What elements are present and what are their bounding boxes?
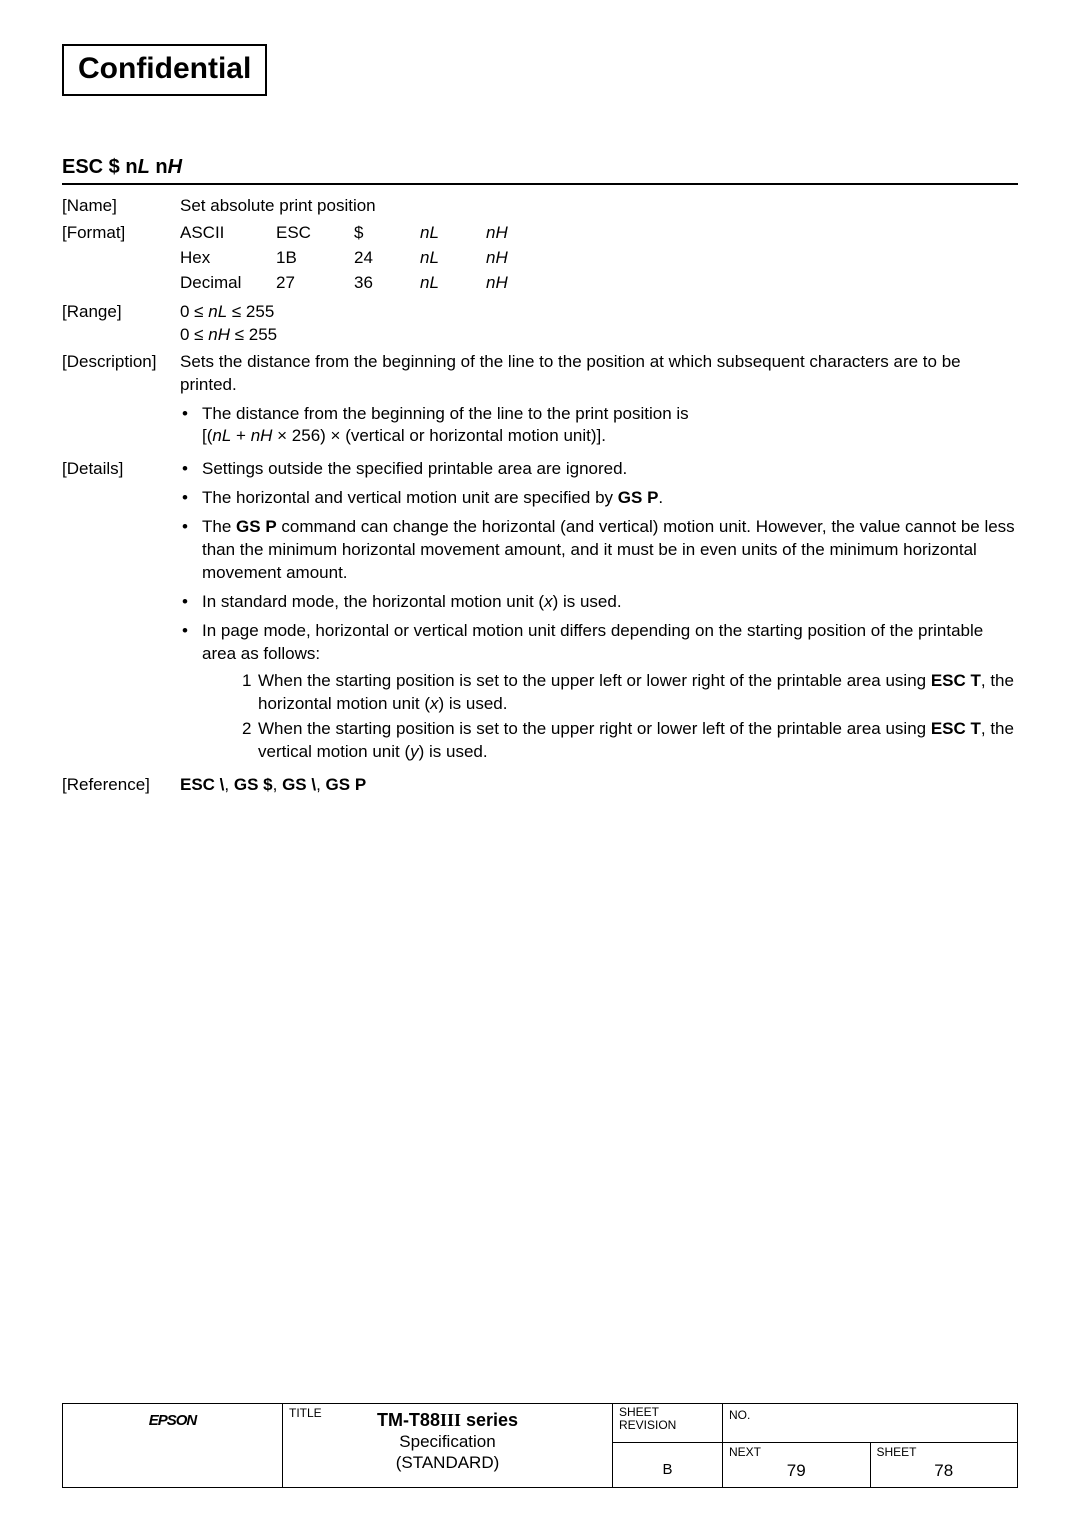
list-item: In standard mode, the horizontal motion … bbox=[180, 591, 1018, 614]
bullet-text: Settings outside the specified printable… bbox=[202, 459, 627, 478]
cell: $ bbox=[354, 222, 420, 247]
details-body: Settings outside the specified printable… bbox=[180, 458, 1018, 769]
cell: nL bbox=[420, 222, 486, 247]
title-l: L bbox=[138, 156, 150, 178]
footer-table: EPSON TITLE TM-T88III series Specificati… bbox=[62, 1403, 1018, 1488]
list-item: 2 When the starting position is set to t… bbox=[242, 718, 1018, 764]
row-details: [Details] Settings outside the specified… bbox=[62, 458, 1018, 769]
cell: nL bbox=[420, 272, 486, 297]
sheet-revision-label: SHEETREVISION bbox=[619, 1406, 716, 1432]
page: Confidential ESC $ nL nH [Name] Set abso… bbox=[0, 0, 1080, 1528]
sheet-revision-label-cell: SHEETREVISION bbox=[613, 1404, 723, 1443]
cell: 27 bbox=[276, 272, 354, 297]
title-mid: n bbox=[150, 156, 168, 178]
footer-title-cell: TITLE TM-T88III series Specification (ST… bbox=[283, 1404, 613, 1488]
item-number: 2 bbox=[242, 718, 258, 764]
no-cell: NO. bbox=[723, 1404, 1018, 1443]
list-item: The horizontal and vertical motion unit … bbox=[180, 487, 1018, 510]
footer-title-sub1: Specification bbox=[289, 1431, 606, 1452]
table-row: Decimal 27 36 nL nH bbox=[180, 272, 552, 297]
cell: Decimal bbox=[180, 272, 276, 297]
label-description: [Description] bbox=[62, 351, 180, 374]
cell: nH bbox=[486, 272, 552, 297]
cell: ASCII bbox=[180, 222, 276, 247]
sheet-cell: SHEET 78 bbox=[870, 1443, 1017, 1487]
title-label: TITLE bbox=[289, 1406, 322, 1420]
item-text: When the starting position is set to the… bbox=[258, 718, 1018, 764]
desc-formula: [(nL + nH × 256) × (vertical or horizont… bbox=[202, 425, 1018, 448]
sheet-value: 78 bbox=[877, 1459, 1012, 1481]
list-item: The distance from the beginning of the l… bbox=[180, 403, 1018, 449]
label-range: [Range] bbox=[62, 301, 180, 324]
row-format: [Format] ASCII ESC $ nL nH Hex 1B 24 nL … bbox=[62, 222, 1018, 297]
cell: 1B bbox=[276, 247, 354, 272]
list-item: Settings outside the specified printable… bbox=[180, 458, 1018, 481]
no-label: NO. bbox=[729, 1408, 750, 1422]
description-body: Sets the distance from the beginning of … bbox=[180, 351, 1018, 455]
list-item: The GS P command can change the horizont… bbox=[180, 516, 1018, 585]
bullet-text: In page mode, horizontal or vertical mot… bbox=[202, 621, 983, 663]
desc-sub-bullet: The distance from the beginning of the l… bbox=[202, 404, 689, 423]
epson-logo: EPSON bbox=[63, 1404, 283, 1488]
title-prefix: ESC $ n bbox=[62, 156, 138, 178]
item-text: When the starting position is set to the… bbox=[258, 670, 1018, 716]
bullet-text: In standard mode, the horizontal motion … bbox=[202, 592, 622, 611]
command-title: ESC $ nL nH bbox=[62, 156, 1018, 185]
cell: 36 bbox=[354, 272, 420, 297]
row-reference: [Reference] ESC \, GS $, GS \, GS P bbox=[62, 774, 1018, 797]
next-sheet-cell: NEXT 79 SHEET 78 bbox=[723, 1443, 1018, 1488]
footer: EPSON TITLE TM-T88III series Specificati… bbox=[62, 1403, 1018, 1488]
cell: nH bbox=[486, 247, 552, 272]
bullet-text: The GS P command can change the horizont… bbox=[202, 517, 1015, 582]
item-number: 1 bbox=[242, 670, 258, 716]
footer-title-sub2: (STANDARD) bbox=[289, 1452, 606, 1473]
confidential-box: Confidential bbox=[62, 44, 267, 96]
description-bullets: The distance from the beginning of the l… bbox=[180, 403, 1018, 449]
bullet-text: The horizontal and vertical motion unit … bbox=[202, 488, 663, 507]
range-body: 0 ≤ nL ≤ 255 0 ≤ nH ≤ 255 bbox=[180, 301, 1018, 347]
footer-title-main: TM-T88III series bbox=[289, 1406, 606, 1431]
label-name: [Name] bbox=[62, 195, 180, 218]
cell: ESC bbox=[276, 222, 354, 247]
name-text: Set absolute print position bbox=[180, 195, 1018, 218]
next-cell: NEXT 79 bbox=[723, 1443, 870, 1487]
title-h: H bbox=[168, 156, 182, 178]
cell: nH bbox=[486, 222, 552, 247]
sheet-label: SHEET bbox=[877, 1445, 1012, 1459]
table-row: Hex 1B 24 nL nH bbox=[180, 247, 552, 272]
label-format: [Format] bbox=[62, 222, 180, 245]
row-name: [Name] Set absolute print position bbox=[62, 195, 1018, 218]
list-item: 1 When the starting position is set to t… bbox=[242, 670, 1018, 716]
format-table: ASCII ESC $ nL nH Hex 1B 24 nL nH Decima… bbox=[180, 222, 552, 297]
list-item: In page mode, horizontal or vertical mot… bbox=[180, 620, 1018, 764]
range-line: 0 ≤ nL ≤ 255 bbox=[180, 301, 1018, 324]
cell: nL bbox=[420, 247, 486, 272]
details-bullets: Settings outside the specified printable… bbox=[180, 458, 1018, 763]
table-row: ASCII ESC $ nL nH bbox=[180, 222, 552, 247]
reference-body: ESC \, GS $, GS \, GS P bbox=[180, 774, 1018, 797]
sheet-revision-value: B bbox=[613, 1443, 723, 1488]
label-reference: [Reference] bbox=[62, 774, 180, 797]
range-line: 0 ≤ nH ≤ 255 bbox=[180, 324, 1018, 347]
format-body: ASCII ESC $ nL nH Hex 1B 24 nL nH Decima… bbox=[180, 222, 1018, 297]
label-details: [Details] bbox=[62, 458, 180, 481]
cell: Hex bbox=[180, 247, 276, 272]
next-value: 79 bbox=[729, 1459, 864, 1481]
next-label: NEXT bbox=[729, 1445, 864, 1459]
row-range: [Range] 0 ≤ nL ≤ 255 0 ≤ nH ≤ 255 bbox=[62, 301, 1018, 347]
cell: 24 bbox=[354, 247, 420, 272]
description-text: Sets the distance from the beginning of … bbox=[180, 351, 1018, 397]
row-description: [Description] Sets the distance from the… bbox=[62, 351, 1018, 455]
numbered-list: 1 When the starting position is set to t… bbox=[202, 670, 1018, 764]
